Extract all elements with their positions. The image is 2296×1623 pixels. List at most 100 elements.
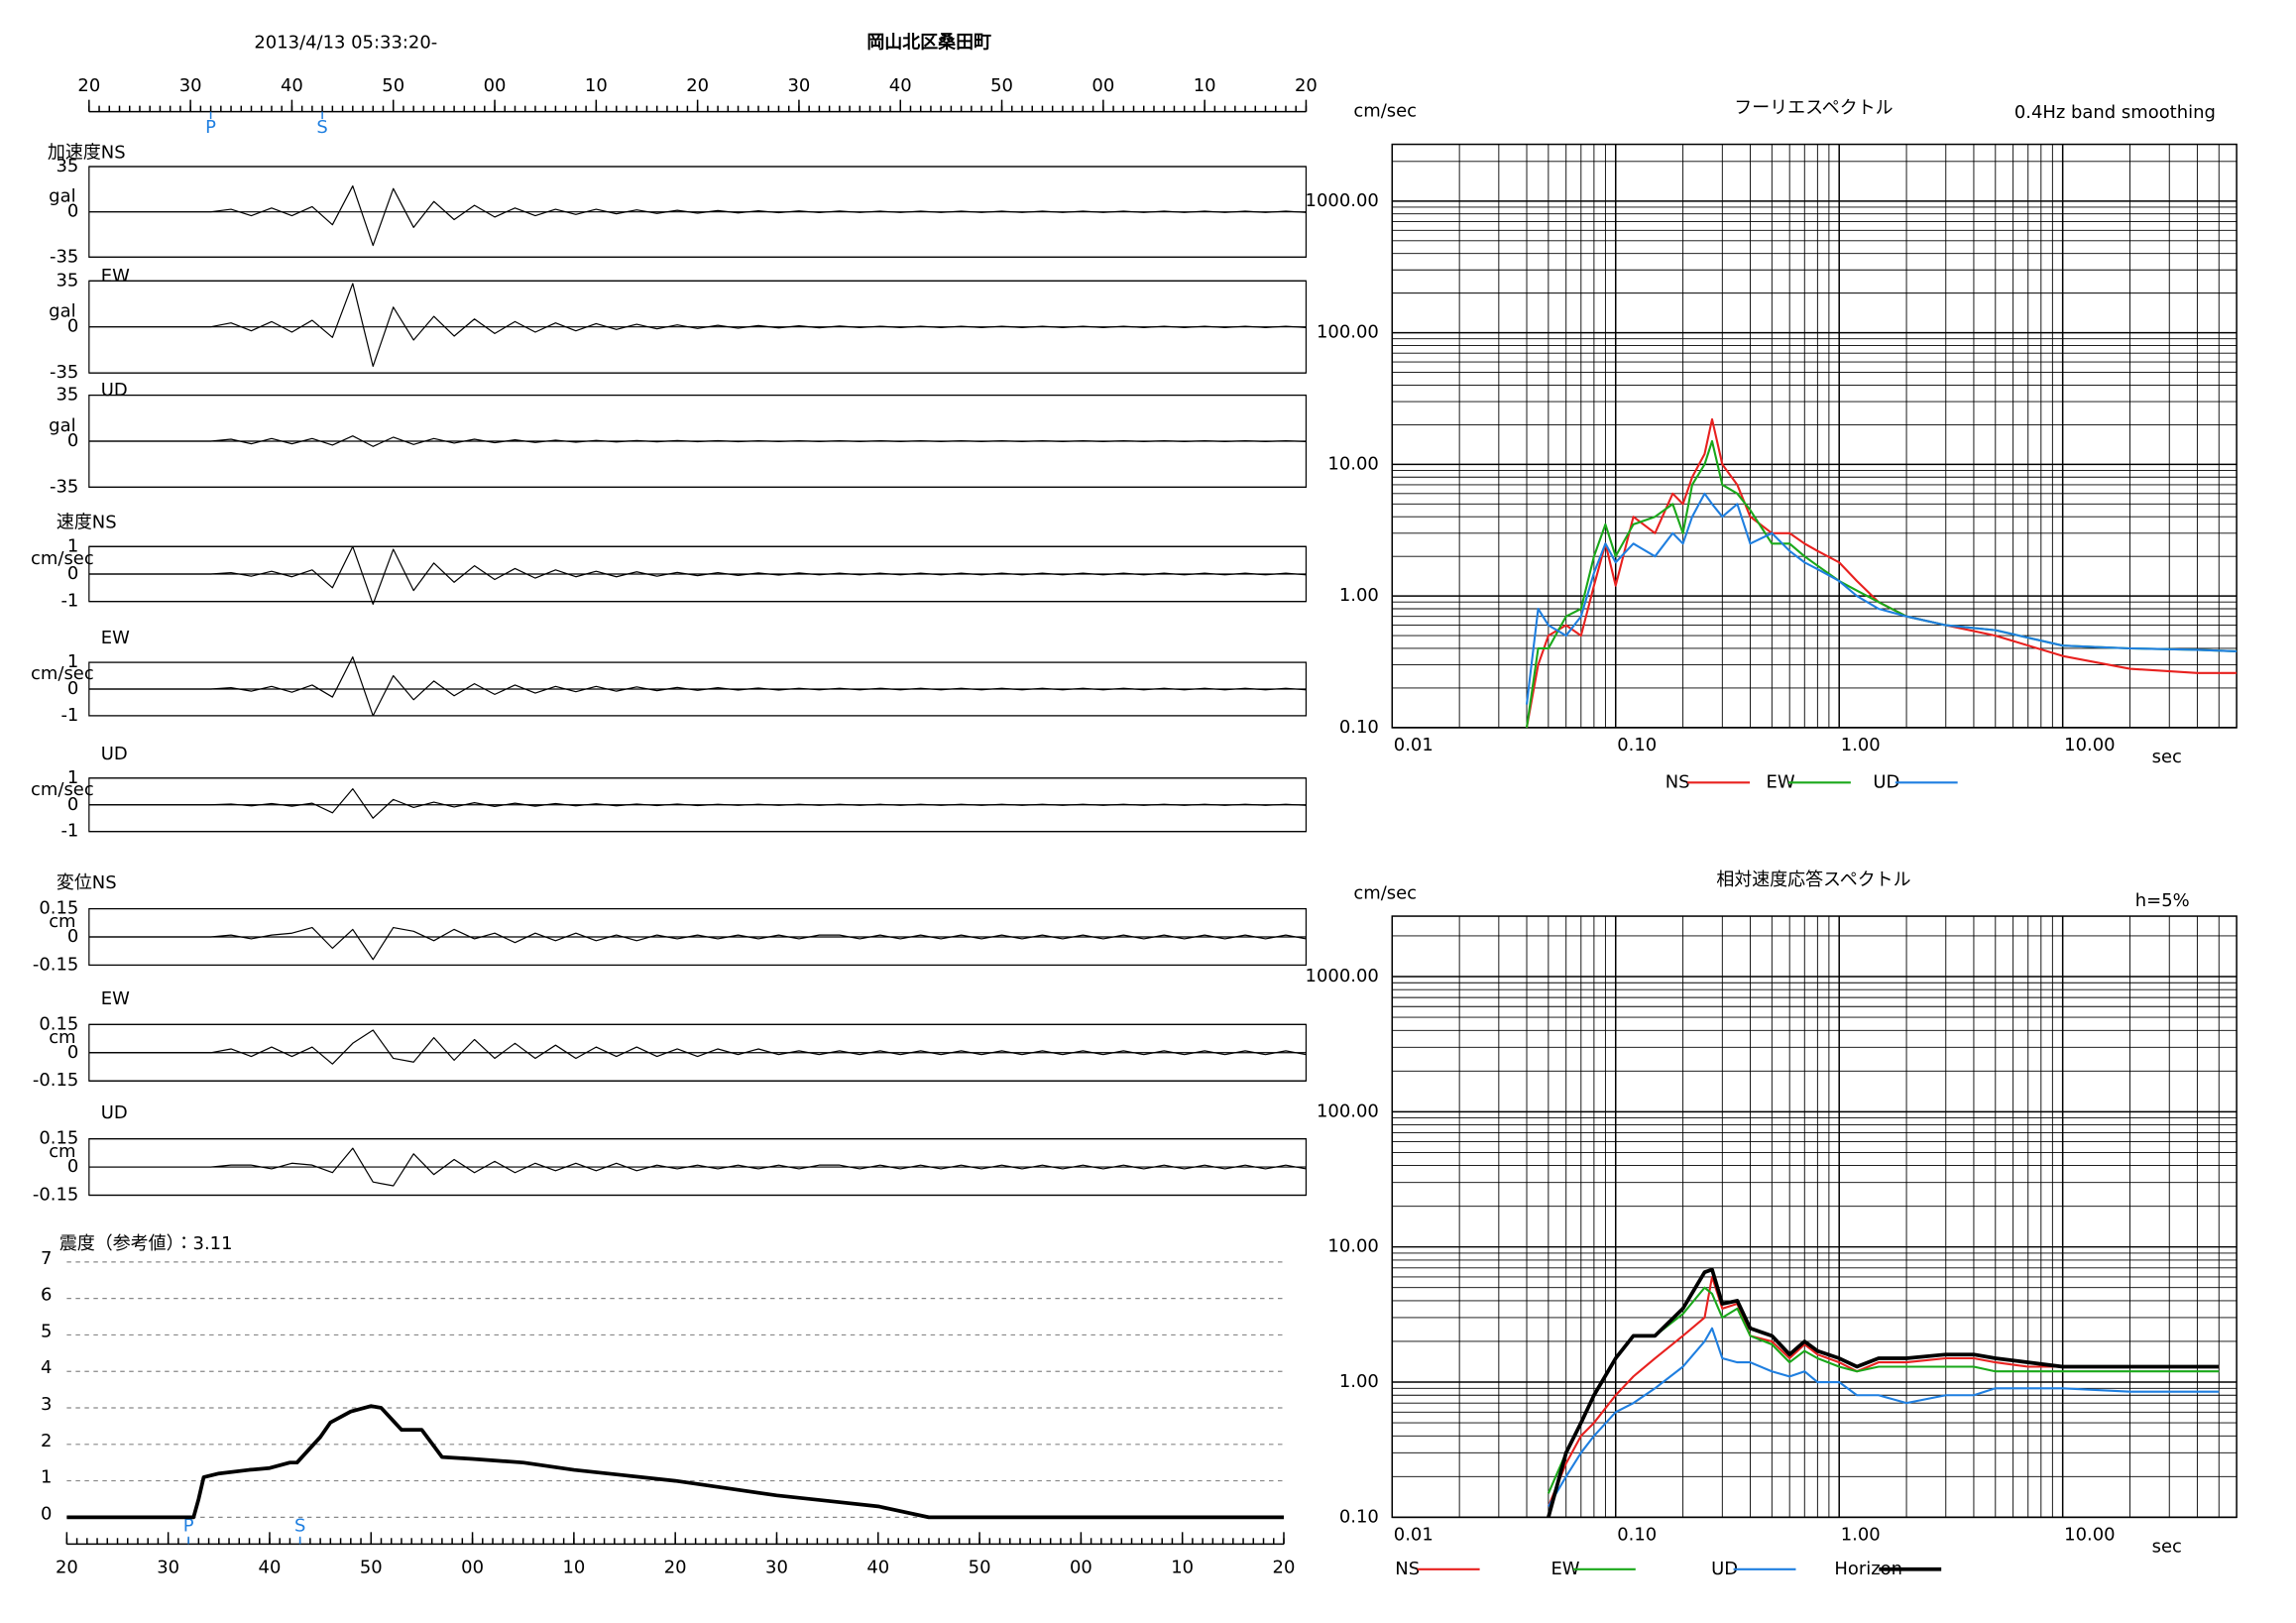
y-tick-label: -0.15 — [33, 1070, 78, 1091]
waveform — [88, 283, 1307, 368]
x-tick-label: 10 — [1194, 75, 1216, 96]
y-tick-label: 1.00 — [1339, 585, 1379, 606]
y-tick-label: -1 — [60, 705, 78, 726]
x-tick-label: 1.00 — [1841, 735, 1881, 755]
y-tick-label: 3 — [41, 1394, 52, 1415]
y-tick-label: 1 — [67, 535, 78, 556]
unit-label: cm/sec — [31, 548, 94, 569]
phase-label: P — [183, 1515, 194, 1536]
phase-label: P — [205, 117, 216, 138]
phase-label: S — [294, 1515, 305, 1536]
y-tick-label: 0.10 — [1339, 1506, 1379, 1527]
y-tick-label: 100.00 — [1317, 1101, 1379, 1121]
x-tick-label: 0.10 — [1617, 1524, 1657, 1545]
intensity-line — [66, 1404, 1284, 1520]
x-tick-label: 1.00 — [1841, 1524, 1881, 1545]
x-axis-label: sec — [2152, 747, 2182, 767]
x-tick-label: 40 — [889, 75, 912, 96]
y-tick-label: 0 — [67, 1042, 78, 1063]
spectrum-line — [1547, 1267, 2220, 1518]
legend-label: EW — [1767, 771, 1795, 792]
x-tick-label: 30 — [765, 1557, 788, 1577]
spectrum-line — [1525, 492, 2238, 705]
panel-label: 変位NS — [57, 872, 117, 893]
subtitle: h=5% — [2135, 890, 2190, 911]
x-tick-label: 30 — [788, 75, 811, 96]
y-tick-label: -1 — [60, 821, 78, 842]
legend-label: NS — [1395, 1559, 1420, 1579]
x-tick-label: 50 — [990, 75, 1013, 96]
y-tick-label: 0.15 — [39, 1013, 78, 1034]
y-tick-label: -35 — [50, 476, 78, 497]
waveform — [88, 656, 1307, 717]
x-tick-label: 00 — [1070, 1557, 1092, 1577]
panel-label: EW — [101, 266, 130, 287]
x-tick-label: 40 — [259, 1557, 282, 1577]
spectrum-line — [1547, 1275, 2220, 1507]
y-tick-label: 1 — [67, 651, 78, 672]
y-tick-label: -35 — [50, 362, 78, 383]
panel-label: UD — [101, 1102, 128, 1123]
unit-label: gal — [49, 415, 75, 436]
y-axis-label: cm/sec — [1353, 101, 1417, 122]
legend-label: UD — [1873, 771, 1899, 792]
y-tick-label: 1.00 — [1339, 1371, 1379, 1392]
y-tick-label: 1 — [67, 767, 78, 788]
panel-label: UD — [101, 744, 128, 764]
y-tick-label: 0 — [67, 430, 78, 451]
y-tick-label: 35 — [56, 385, 78, 406]
x-tick-label: 50 — [360, 1557, 383, 1577]
chart-title: 岡山北区桑田町 — [866, 33, 991, 54]
unit-label: gal — [49, 186, 75, 207]
phase-label: S — [316, 117, 327, 138]
x-tick-label: 50 — [382, 75, 404, 96]
y-tick-label: 1000.00 — [1306, 966, 1379, 986]
y-tick-label: 1000.00 — [1306, 190, 1379, 211]
unit-label: cm/sec — [31, 779, 94, 800]
waveform — [88, 926, 1307, 961]
y-tick-label: 6 — [41, 1285, 52, 1306]
y-tick-label: 0 — [67, 794, 78, 815]
x-tick-label: 20 — [56, 1557, 78, 1577]
x-tick-label: 0.01 — [1394, 735, 1434, 755]
x-tick-label: 20 — [1273, 1557, 1296, 1577]
unit-label: gal — [49, 301, 75, 322]
x-tick-label: 40 — [281, 75, 303, 96]
x-tick-label: 20 — [1295, 75, 1318, 96]
x-tick-label: 10 — [562, 1557, 585, 1577]
x-tick-label: 30 — [179, 75, 202, 96]
x-tick-label: 50 — [969, 1557, 991, 1577]
waveform — [88, 435, 1307, 447]
x-tick-label: 30 — [157, 1557, 179, 1577]
y-tick-label: 2 — [41, 1431, 52, 1451]
y-tick-label: 10.00 — [1327, 1236, 1378, 1257]
x-tick-label: 0.10 — [1617, 735, 1657, 755]
unit-label: cm — [49, 911, 75, 932]
waveform — [88, 545, 1307, 606]
y-tick-label: 0 — [67, 678, 78, 699]
legend-label: Horizon — [1834, 1559, 1902, 1579]
legend-label: NS — [1665, 771, 1690, 792]
x-axis-label: sec — [2152, 1536, 2182, 1557]
y-tick-label: 35 — [56, 270, 78, 290]
x-tick-label: 40 — [866, 1557, 889, 1577]
y-tick-label: 10.00 — [1327, 453, 1378, 474]
legend-label: EW — [1550, 1559, 1579, 1579]
x-tick-label: 0.01 — [1394, 1524, 1434, 1545]
spectrum-line — [1547, 1327, 2220, 1508]
x-tick-label: 00 — [484, 75, 507, 96]
legend-label: UD — [1711, 1559, 1738, 1579]
y-tick-label: 0 — [67, 316, 78, 337]
y-tick-label: 0 — [67, 1156, 78, 1177]
panel-label: 速度NS — [57, 512, 117, 532]
y-tick-label: 0.15 — [39, 1128, 78, 1149]
x-tick-label: 20 — [664, 1557, 687, 1577]
unit-label: cm — [49, 1141, 75, 1162]
y-tick-label: -1 — [60, 591, 78, 612]
y-tick-label: 0.15 — [39, 898, 78, 919]
chart-title: 相対速度応答スペクトル — [1716, 869, 1910, 890]
y-tick-label: 7 — [41, 1248, 52, 1269]
y-tick-label: 35 — [56, 156, 78, 176]
